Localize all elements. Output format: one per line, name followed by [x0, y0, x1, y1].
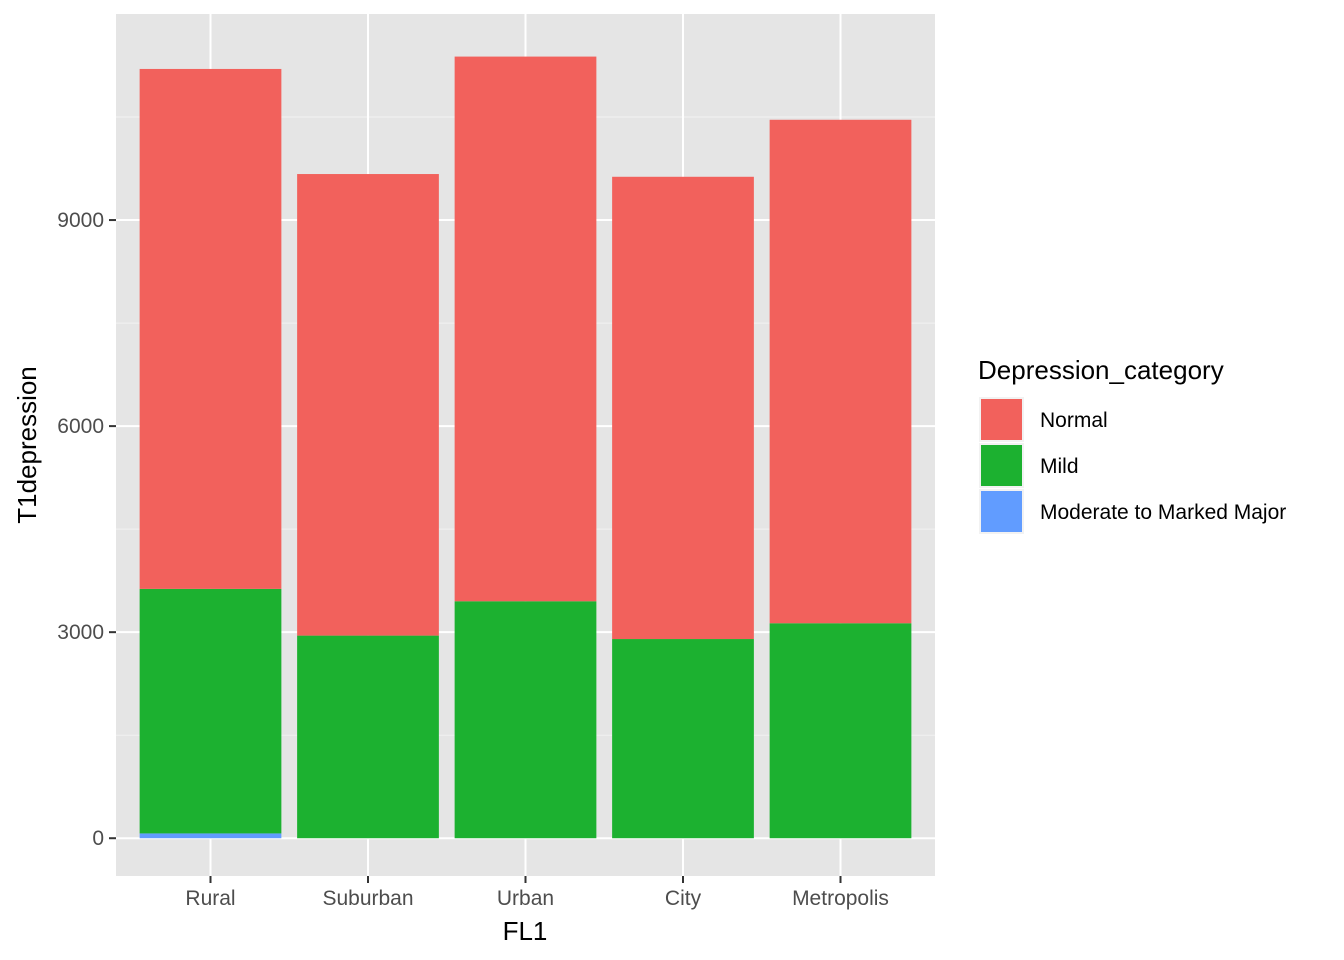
x-axis: Rural Suburban Urban City Metropolis: [185, 876, 889, 910]
bars: [139, 56, 912, 839]
legend-label: Normal: [1040, 409, 1108, 432]
x-axis-title: FL1: [503, 916, 548, 946]
bar-segment: [297, 635, 439, 839]
x-tick-label: Rural: [185, 887, 235, 910]
y-tick-label: 6000: [57, 415, 104, 438]
bar-segment: [297, 174, 439, 636]
bar-segment: [612, 176, 754, 640]
legend-label: Moderate to Marked Major: [1040, 501, 1286, 524]
legend-key-swatch: [981, 445, 1022, 486]
bar-segment: [454, 56, 597, 602]
legend-key-swatch: [981, 491, 1022, 532]
bar-segment: [139, 588, 282, 834]
bar-segment: [769, 119, 912, 624]
x-tick-label: Suburban: [322, 887, 413, 910]
legend-label: Mild: [1040, 455, 1079, 478]
x-tick-label: City: [665, 887, 702, 910]
bar-segment: [454, 601, 597, 839]
y-tick-label: 0: [92, 827, 104, 850]
y-axis-title: T1depression: [12, 366, 42, 524]
bar-segment: [139, 833, 282, 839]
bar-segment: [612, 639, 754, 839]
legend-key-swatch: [981, 399, 1022, 440]
y-tick-label: 3000: [57, 621, 104, 644]
y-tick-label: 9000: [57, 209, 104, 232]
bar-segment: [139, 68, 282, 589]
legend-title: Depression_category: [978, 355, 1224, 385]
legend: Depression_category Normal Mild Moderate t…: [978, 355, 1286, 534]
y-axis: 0 3000 6000 9000: [57, 209, 116, 850]
x-tick-label: Urban: [497, 887, 554, 910]
x-tick-label: Metropolis: [792, 887, 889, 910]
bar-segment: [769, 623, 912, 839]
